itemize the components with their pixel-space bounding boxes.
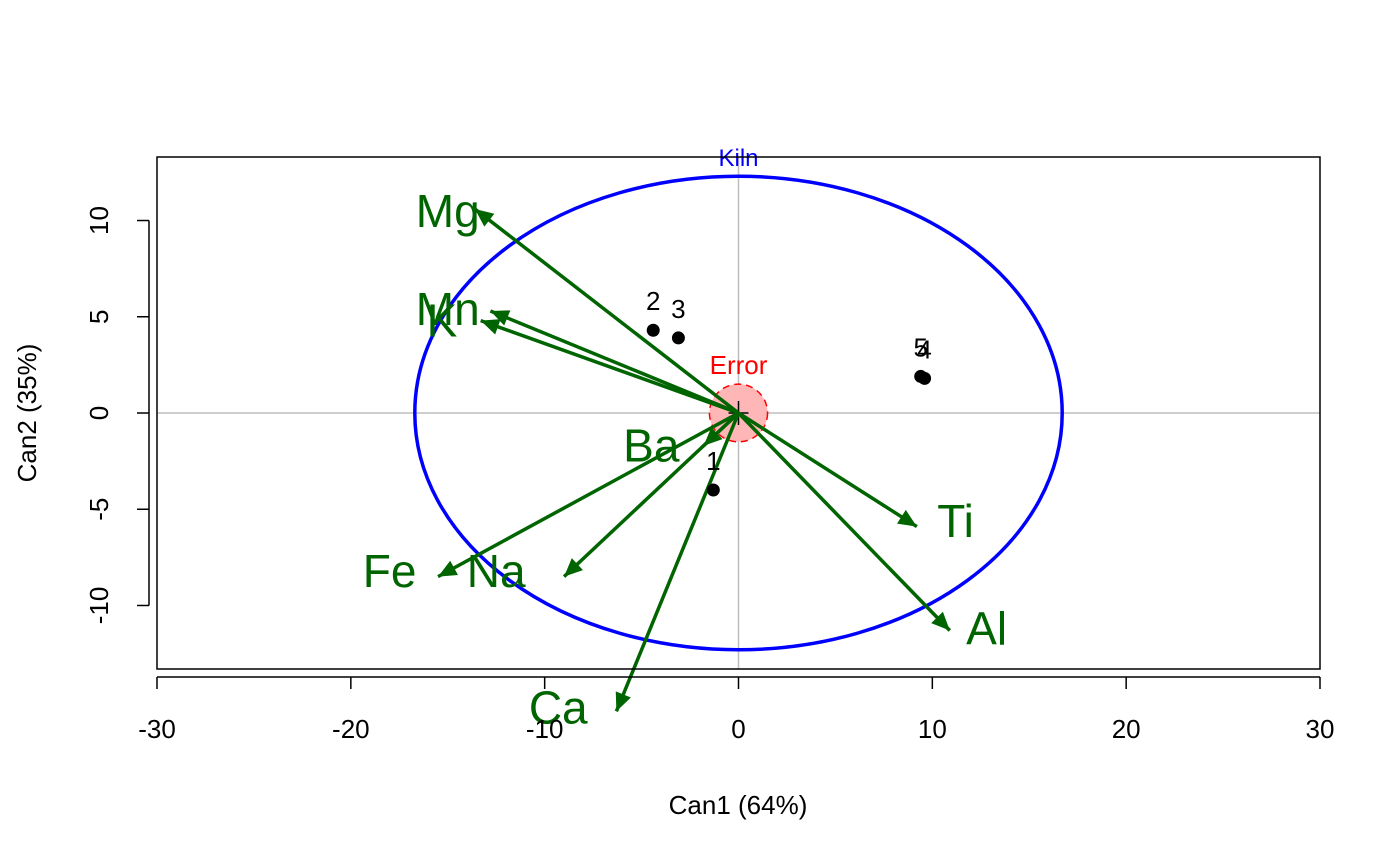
point-5 <box>914 369 928 383</box>
vector-label-mg: Mg <box>416 185 480 237</box>
kiln-ellipse <box>413 174 1064 652</box>
vector-mg-arrowhead <box>474 208 495 227</box>
x-axis-title: Can1 (64%) <box>669 790 808 820</box>
y-axis: -10 -5 0 5 10 <box>84 206 150 625</box>
point-2 <box>646 323 660 337</box>
point-label-3: 3 <box>671 294 685 324</box>
vector-k <box>480 318 740 415</box>
y-tick-label: 5 <box>84 310 114 324</box>
vector-na-arrowhead <box>564 558 583 577</box>
point-label-4: 4 <box>917 334 931 364</box>
plot-frame <box>156 156 1321 670</box>
variable-vectors: Mg MnK Ba Fe Na Ca Ti Al <box>363 185 1007 734</box>
point-3 <box>671 331 685 345</box>
vector-label-ti: Ti <box>937 495 974 547</box>
vector-al <box>737 411 952 632</box>
error-ellipse-label: Error <box>710 350 768 380</box>
vector-mn <box>489 309 740 415</box>
observation-points: 1 2 3 45 <box>646 286 932 497</box>
point-label-2: 2 <box>646 286 660 316</box>
vector-label-ca: Ca <box>529 681 588 733</box>
vector-label-ba: Ba <box>623 420 680 472</box>
vector-label-k: K <box>427 295 458 347</box>
vector-na <box>562 411 740 578</box>
vector-ca-arrowhead <box>615 691 631 712</box>
point-label-5: 5 <box>913 332 927 362</box>
x-tick-label: -30 <box>138 714 176 744</box>
vector-mn-arrowhead <box>490 310 511 326</box>
x-tick-label: 0 <box>731 714 745 744</box>
vector-al-arrowhead <box>931 611 950 631</box>
vector-ti-arrowhead <box>897 509 917 527</box>
vector-ca <box>614 412 741 713</box>
x-axis: -30 -20 -10 0 10 20 30 <box>138 676 1335 744</box>
vector-label-al: Al <box>966 603 1007 655</box>
vector-ti <box>737 411 918 529</box>
point-1 <box>706 483 720 497</box>
vector-label-na: Na <box>467 545 526 597</box>
vector-k-arrowhead <box>480 319 501 335</box>
kiln-ellipse-label: Kiln <box>718 145 758 172</box>
y-tick-label: 10 <box>84 206 114 235</box>
vector-mg <box>473 207 740 415</box>
vector-label-fe: Fe <box>363 545 417 597</box>
vector-fe-arrowhead <box>438 560 458 577</box>
y-tick-label: -5 <box>84 498 114 521</box>
point-label-1: 1 <box>706 446 720 476</box>
x-tick-label: -10 <box>526 714 564 744</box>
vector-label-mn: Mn <box>416 283 480 335</box>
x-tick-label: 20 <box>1112 714 1141 744</box>
y-tick-label: 0 <box>84 406 114 420</box>
y-axis-title: Can2 (35%) <box>12 344 42 483</box>
x-tick-label: 30 <box>1306 714 1335 744</box>
x-tick-label: -20 <box>332 714 370 744</box>
y-tick-label: -10 <box>84 587 114 625</box>
vector-fe <box>437 411 740 579</box>
kiln-ellipse-group: Kiln <box>413 145 1064 652</box>
x-tick-label: 10 <box>918 714 947 744</box>
